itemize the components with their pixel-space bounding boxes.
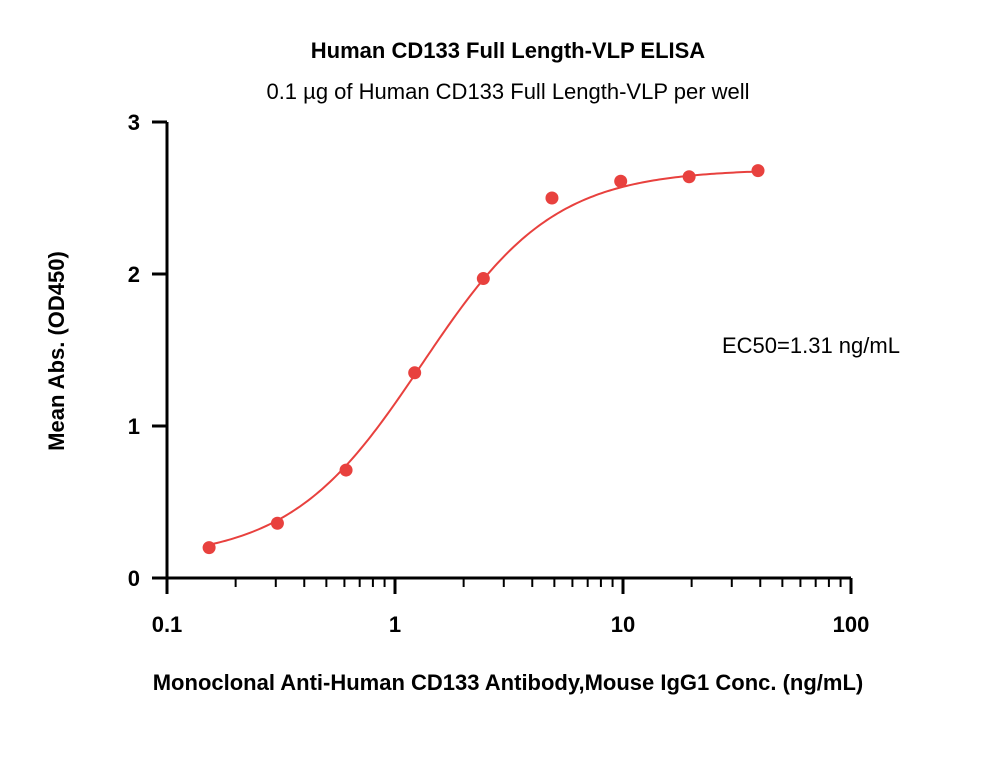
ec50-annotation: EC50=1.31 ng/mL: [722, 333, 900, 358]
y-axis-ticks: 0 1 2 3: [128, 110, 167, 591]
y-tick-label: 2: [128, 262, 140, 287]
data-point: [476, 272, 490, 286]
plot-area: [202, 164, 765, 555]
x-axis-ticks: 0.1 1 10 100: [152, 578, 870, 637]
fit-curve: [208, 170, 759, 546]
chart-subtitle: 0.1 µg of Human CD133 Full Length-VLP pe…: [266, 79, 749, 104]
y-tick-label: 1: [128, 414, 140, 439]
x-axis-label: Monoclonal Anti-Human CD133 Antibody,Mou…: [153, 670, 864, 695]
x-tick-label: 1: [389, 612, 401, 637]
x-tick-label: 10: [611, 612, 635, 637]
data-point: [545, 191, 559, 205]
data-point: [408, 366, 422, 380]
chart-title: Human CD133 Full Length-VLP ELISA: [311, 38, 706, 63]
data-point: [682, 170, 696, 184]
data-point: [751, 164, 765, 178]
data-point: [202, 541, 216, 555]
data-point: [270, 516, 284, 530]
y-axis-label: Mean Abs. (OD450): [44, 251, 69, 451]
x-tick-label: 0.1: [152, 612, 183, 637]
y-tick-label: 0: [128, 566, 140, 591]
data-point: [339, 463, 353, 477]
x-tick-label: 100: [833, 612, 870, 637]
y-tick-label: 3: [128, 110, 140, 135]
data-point: [614, 174, 628, 188]
